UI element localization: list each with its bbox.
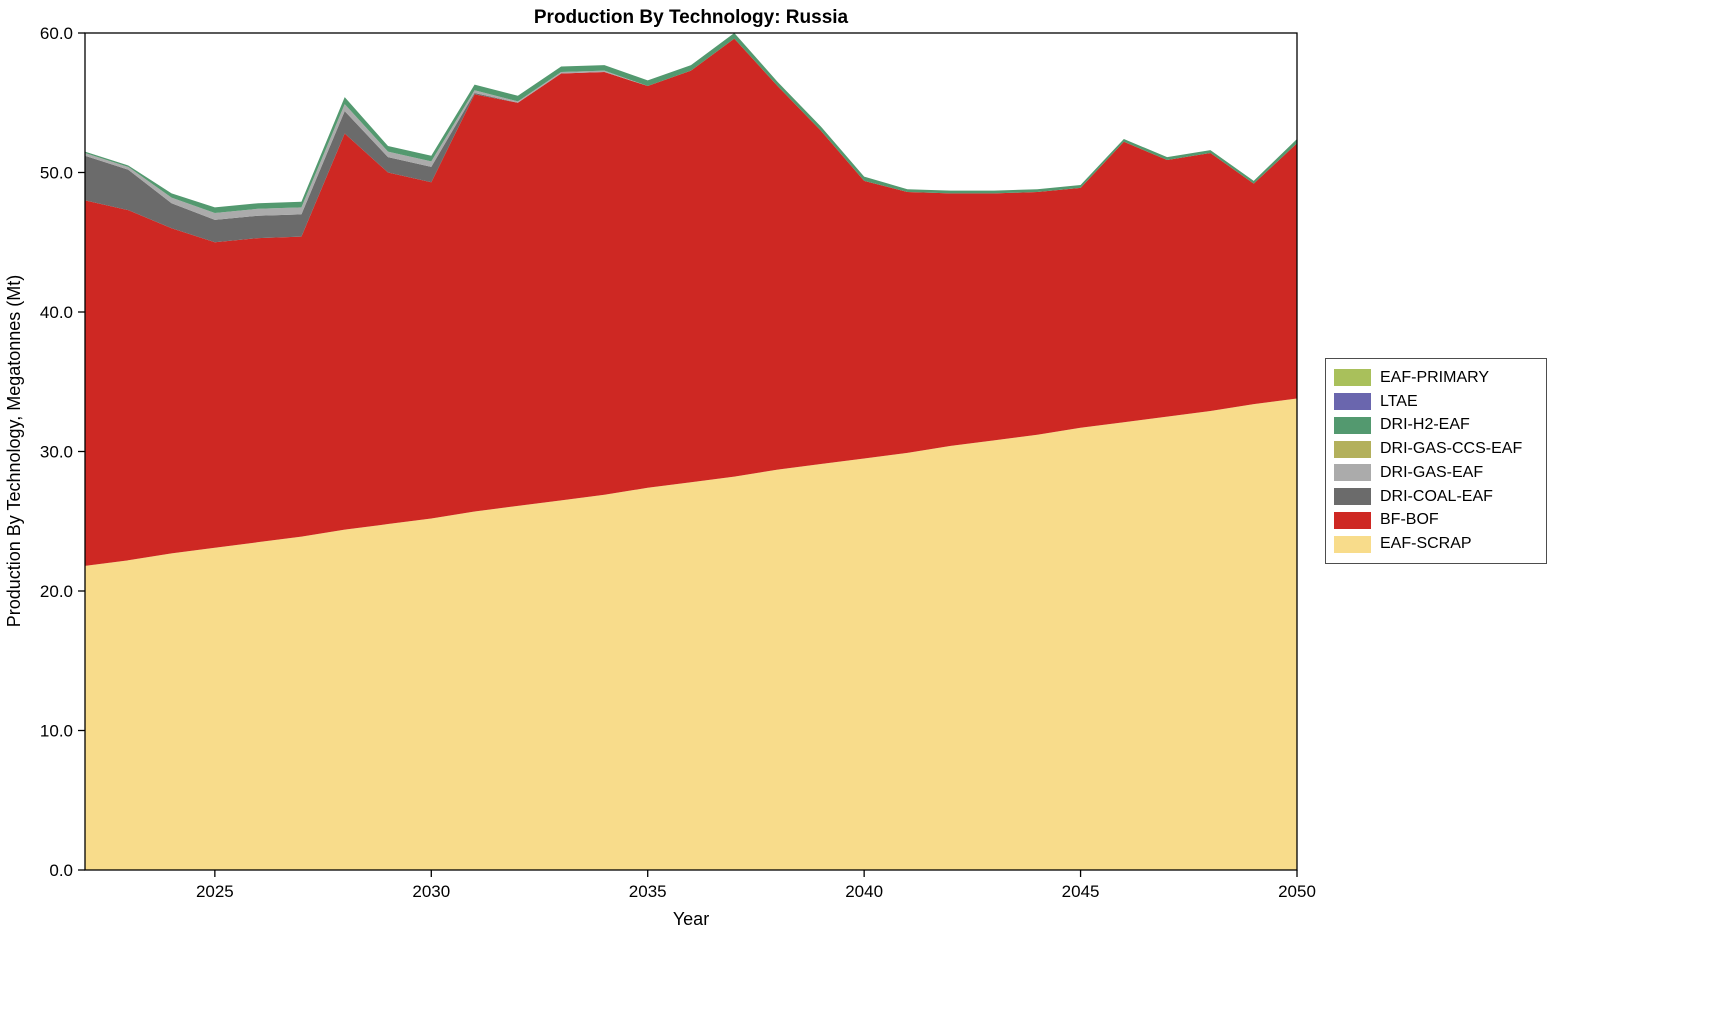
y-tick-label: 20.0: [40, 582, 73, 601]
legend-label: EAF-PRIMARY: [1380, 368, 1490, 386]
legend-item-dri-gas-eaf: DRI-GAS-EAF: [1334, 461, 1538, 485]
y-tick-label: 50.0: [40, 164, 73, 183]
legend-swatch-ltae: [1334, 393, 1371, 411]
x-axis-label: Year: [673, 909, 709, 929]
x-tick-label: 2050: [1278, 882, 1316, 901]
y-tick-label: 30.0: [40, 443, 73, 462]
legend-item-dri-gas-ccs-eaf: DRI-GAS-CCS-EAF: [1334, 437, 1538, 461]
legend-item-eaf-scrap: EAF-SCRAP: [1334, 532, 1538, 556]
legend-label: DRI-COAL-EAF: [1380, 487, 1493, 505]
area-series-dri-coal-eaf: [85, 38, 1297, 243]
legend-label: DRI-GAS-EAF: [1380, 463, 1484, 481]
legend-label: EAF-SCRAP: [1380, 535, 1472, 553]
area-series-bf-bof: [85, 38, 1297, 566]
legend-item-eaf-primary: EAF-PRIMARY: [1334, 366, 1538, 390]
y-tick-label: 0.0: [49, 861, 73, 880]
legend-swatch-eaf-primary: [1334, 369, 1371, 387]
legend-label: DRI-GAS-CCS-EAF: [1380, 440, 1523, 458]
legend-label: LTAE: [1380, 392, 1418, 410]
y-axis-label: Production By Technology, Megatonnes (Mt…: [4, 275, 24, 628]
chart-title: Production By Technology: Russia: [534, 7, 849, 28]
x-tick-label: 2030: [412, 882, 450, 901]
legend-item-dri-h2-eaf: DRI-H2-EAF: [1334, 414, 1538, 438]
x-tick-label: 2035: [629, 882, 667, 901]
area-series-dri-h2-eaf: [85, 33, 1297, 213]
area-series-eaf-scrap: [85, 398, 1297, 870]
x-tick-label: 2045: [1062, 882, 1100, 901]
x-tick-label: 2040: [845, 882, 883, 901]
y-tick-label: 40.0: [40, 303, 73, 322]
legend-swatch-dri-gas-ccs-eaf: [1334, 440, 1371, 458]
legend-swatch-dri-coal-eaf: [1334, 488, 1371, 506]
y-tick-label: 10.0: [40, 722, 73, 741]
legend-item-dri-coal-eaf: DRI-COAL-EAF: [1334, 485, 1538, 509]
y-tick-label: 60.0: [40, 24, 73, 43]
legend-item-ltae: LTAE: [1334, 390, 1538, 414]
legend: EAF-PRIMARY LTAE DRI-H2-EAF DRI-GAS-CCS-EAF…: [1325, 358, 1547, 564]
legend-swatch-bf-bof: [1334, 511, 1371, 529]
legend-swatch-eaf-scrap: [1334, 535, 1371, 553]
legend-swatch-dri-gas-eaf: [1334, 464, 1371, 482]
plot-area: [85, 33, 1297, 870]
legend-label: DRI-H2-EAF: [1380, 416, 1470, 434]
x-tick-label: 2025: [196, 882, 234, 901]
legend-label: BF-BOF: [1380, 511, 1439, 529]
axes: 2025 2030 2035 2040 2045 2050 0.0 10.0 20.0 30.0 4…: [40, 24, 1316, 901]
legend-swatch-dri-h2-eaf: [1334, 416, 1371, 434]
legend-item-bf-bof: BF-BOF: [1334, 509, 1538, 533]
